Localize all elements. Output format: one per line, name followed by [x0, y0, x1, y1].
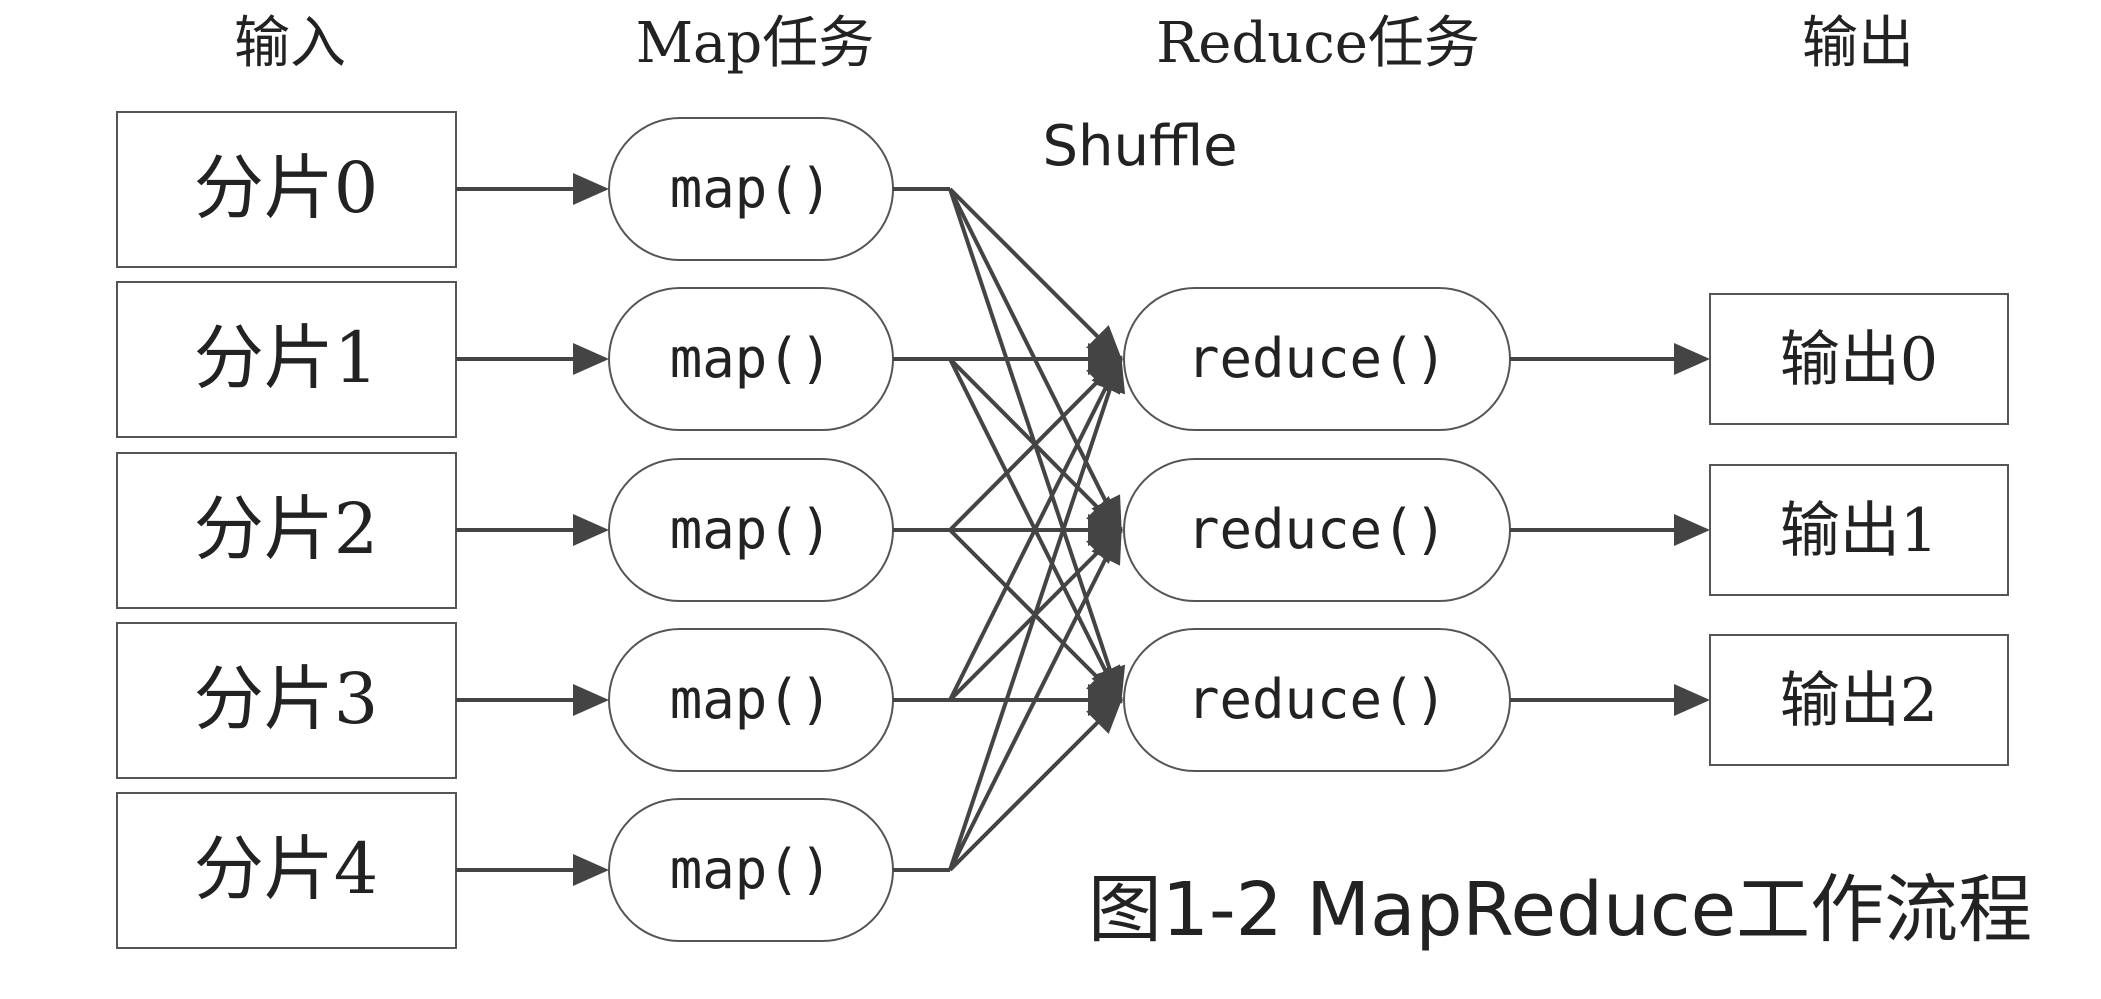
- map-node-2: map(): [608, 458, 894, 602]
- shuffle-edge: [948, 355, 1122, 701]
- shuffle-edge: [948, 355, 1126, 871]
- figure-caption: 图1-2 MapReduce工作流程: [1088, 867, 2032, 953]
- map-label: map(): [670, 157, 833, 220]
- map-label: map(): [670, 498, 833, 561]
- map-label: map(): [670, 668, 833, 731]
- map-node-1: map(): [608, 287, 894, 431]
- split-2: 分片2: [116, 452, 457, 609]
- reduce-node-0: reduce(): [1123, 287, 1511, 431]
- split-label: 分片4: [194, 828, 379, 910]
- output-0: 输出0: [1709, 293, 2009, 425]
- output-label: 输出2: [1780, 666, 1938, 736]
- header-input: 输入: [234, 11, 346, 76]
- output-label: 输出0: [1780, 325, 1938, 395]
- map-label: map(): [670, 838, 833, 901]
- split-label: 分片2: [194, 488, 379, 570]
- reduce-label: reduce(): [1187, 327, 1447, 390]
- map-node-4: map(): [608, 798, 894, 942]
- header-map-tasks: Map任务: [636, 11, 875, 76]
- shuffle-edge: [948, 187, 1123, 362]
- output-2: 输出2: [1709, 634, 2009, 766]
- shuffle-label: Shuffle: [1042, 114, 1237, 179]
- split-1: 分片1: [116, 281, 457, 438]
- split-label: 分片3: [194, 658, 379, 740]
- split-label: 分片1: [194, 317, 379, 399]
- reduce-label: reduce(): [1187, 498, 1447, 561]
- shuffle-edge: [948, 526, 1122, 871]
- shuffle-edge: [948, 697, 1123, 872]
- map-node-0: map(): [608, 117, 894, 261]
- header-output: 输出: [1802, 11, 1914, 76]
- split-0: 分片0: [116, 111, 457, 268]
- output-label: 输出1: [1780, 496, 1938, 566]
- reduce-node-2: reduce(): [1123, 628, 1511, 772]
- split-4: 分片4: [116, 792, 457, 949]
- map-node-3: map(): [608, 628, 894, 772]
- shuffle-edges: [948, 187, 1126, 872]
- reduce-label: reduce(): [1187, 668, 1447, 731]
- map-label: map(): [670, 327, 833, 390]
- split-label: 分片0: [194, 147, 379, 229]
- header-reduce-tasks: Reduce任务: [1156, 11, 1480, 76]
- reduce-node-1: reduce(): [1123, 458, 1511, 602]
- output-1: 输出1: [1709, 464, 2009, 596]
- split-3: 分片3: [116, 622, 457, 779]
